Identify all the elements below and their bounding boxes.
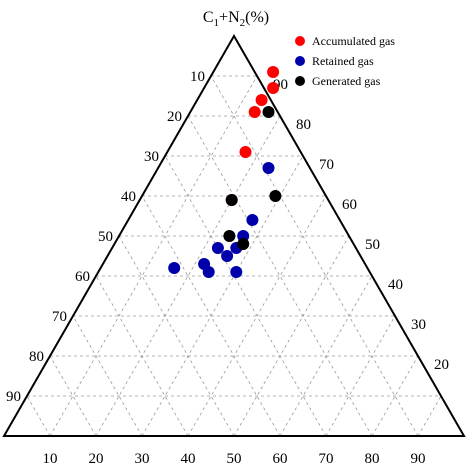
bottom-tick-label: 50 — [227, 451, 242, 467]
right-tick-label: 30 — [411, 317, 426, 333]
grid-line-third-10 — [210, 75, 419, 437]
right-tick-label: 80 — [296, 117, 311, 133]
right-tick-label: 20 — [434, 357, 449, 373]
left-tick-label: 80 — [29, 349, 44, 365]
bottom-tick-label: 90 — [411, 451, 426, 467]
point-retained-gas — [262, 162, 275, 174]
bottom-tick-label: 60 — [273, 451, 288, 467]
point-retained-gas — [246, 214, 259, 226]
grid-line-bottom-50 — [233, 235, 350, 437]
point-retained-gas — [221, 250, 234, 262]
point-retained-gas — [202, 266, 215, 278]
right-tick-label: 40 — [388, 277, 403, 293]
left-tick-label: 90 — [6, 389, 21, 405]
point-retained-gas — [211, 242, 224, 254]
left-tick-label: 30 — [144, 149, 159, 165]
grid-line-third-30 — [164, 155, 327, 437]
legend: Accumulated gas Retained gas Generated g… — [295, 34, 395, 88]
point-retained-gas — [230, 266, 243, 278]
point-generated-gas — [225, 194, 238, 206]
legend-label-retained-gas: Retained gas — [312, 54, 374, 68]
bottom-tick-label: 10 — [43, 451, 58, 467]
point-accumulated-gas — [248, 106, 261, 118]
point-accumulated-gas — [267, 66, 280, 78]
bottom-tick-label: 80 — [365, 451, 380, 467]
grid-lines — [26, 75, 442, 437]
data-points — [168, 66, 282, 278]
left-tick-label: 10 — [190, 69, 205, 85]
left-tick-label: 20 — [167, 109, 182, 125]
grid-line-third-70 — [72, 315, 143, 437]
grid-line-third-90 — [26, 395, 51, 437]
left-tick-label: 50 — [98, 229, 113, 245]
point-generated-gas — [269, 190, 282, 202]
bottom-tick-label: 30 — [135, 451, 150, 467]
ternary-triangle-frame — [2, 33, 466, 437]
legend-marker-generated-gas — [295, 76, 305, 86]
legend-marker-accumulated-gas — [295, 36, 305, 46]
legend-label-accumulated-gas: Accumulated gas — [312, 34, 395, 48]
left-tick-label: 70 — [52, 309, 67, 325]
point-accumulated-gas — [239, 146, 252, 158]
grid-line-third-40 — [141, 195, 281, 437]
point-generated-gas — [237, 238, 250, 250]
grid-line-bottom-90 — [417, 395, 442, 437]
point-generated-gas — [223, 230, 236, 242]
legend-label-generated-gas: Generated gas — [312, 74, 381, 88]
bottom-edge-tick-labels: 10 20 30 40 50 60 70 80 90 — [43, 451, 426, 467]
bottom-tick-label: 20 — [89, 451, 104, 467]
left-tick-label: 40 — [121, 189, 136, 205]
right-tick-label: 50 — [365, 237, 380, 253]
grid-line-third-60 — [95, 275, 189, 437]
grid-line-third-50 — [118, 235, 235, 437]
grid-line-bottom-40 — [187, 195, 327, 437]
point-retained-gas — [168, 262, 181, 274]
grid-line-bottom-60 — [279, 275, 373, 437]
grid-line-bottom-20 — [95, 115, 281, 437]
right-tick-label: 70 — [319, 157, 334, 173]
right-tick-label: 60 — [342, 197, 357, 213]
point-accumulated-gas — [267, 82, 280, 94]
left-tick-label: 60 — [75, 269, 90, 285]
bottom-tick-label: 40 — [181, 451, 196, 467]
grid-line-bottom-70 — [325, 315, 396, 437]
legend-marker-retained-gas — [295, 56, 305, 66]
point-generated-gas — [262, 106, 275, 118]
top-apex-label: C1+N2(%) — [203, 9, 269, 29]
left-edge-tick-labels: 10 20 30 40 50 60 70 80 90 — [6, 69, 205, 405]
grid-line-third-20 — [187, 115, 373, 437]
bottom-tick-label: 70 — [319, 451, 334, 467]
point-accumulated-gas — [255, 94, 268, 106]
